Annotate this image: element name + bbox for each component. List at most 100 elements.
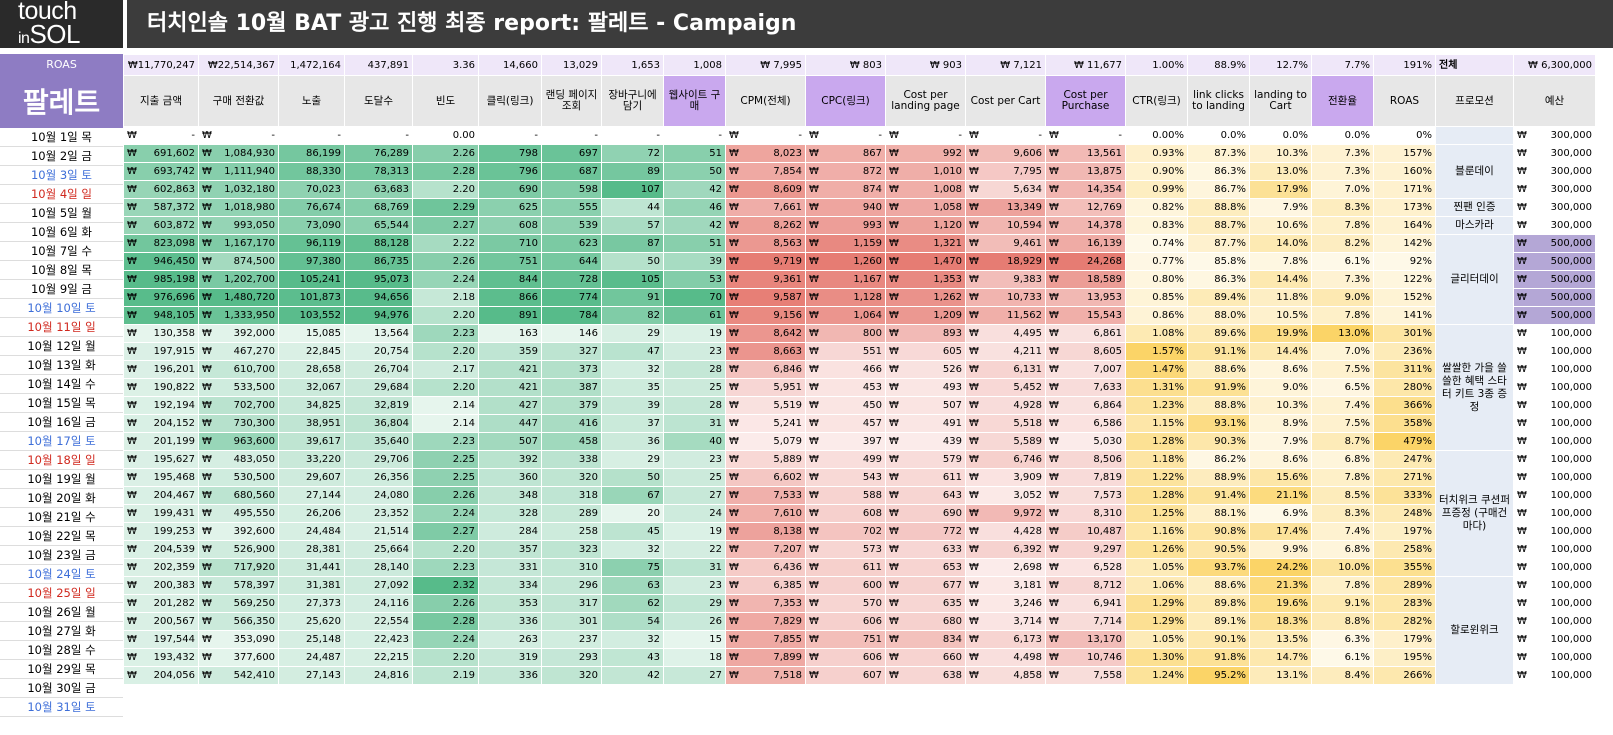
table-cell[interactable]: 8.4%: [1311, 666, 1374, 685]
row-date[interactable]: 10월 21일 수: [0, 508, 123, 527]
table-cell[interactable]: 1.26%: [1125, 540, 1188, 559]
table-cell[interactable]: ₩823,098: [123, 234, 199, 253]
table-cell[interactable]: ₩526,900: [198, 540, 279, 559]
table-cell[interactable]: 258%: [1373, 540, 1436, 559]
table-cell[interactable]: 152%: [1373, 288, 1436, 307]
table-cell[interactable]: 447: [478, 414, 542, 433]
table-cell[interactable]: 348: [478, 486, 542, 505]
table-cell[interactable]: 2.20: [412, 648, 479, 667]
table-cell[interactable]: -: [278, 126, 345, 145]
table-cell[interactable]: 2.26: [412, 594, 479, 613]
table-cell[interactable]: 24,816: [344, 666, 413, 685]
table-cell[interactable]: 90.5%: [1187, 540, 1250, 559]
table-cell[interactable]: 88,330: [278, 162, 345, 181]
table-cell[interactable]: 122%: [1373, 270, 1436, 289]
table-cell[interactable]: 333%: [1373, 486, 1436, 505]
table-cell[interactable]: ₩772: [885, 522, 966, 541]
table-cell[interactable]: 93.7%: [1187, 558, 1250, 577]
table-cell[interactable]: 751: [478, 252, 542, 271]
table-cell[interactable]: ₩690: [885, 504, 966, 523]
table-cell[interactable]: 844: [478, 270, 542, 289]
table-cell[interactable]: ₩4,211: [965, 342, 1046, 361]
table-cell[interactable]: 2.26: [412, 252, 479, 271]
table-cell[interactable]: 2.14: [412, 414, 479, 433]
table-cell[interactable]: ₩353,090: [198, 630, 279, 649]
row-date[interactable]: 10월 4일 일: [0, 185, 123, 204]
table-cell[interactable]: 73,090: [278, 216, 345, 235]
row-date[interactable]: 10월 13일 화: [0, 356, 123, 375]
budget-cell[interactable]: ₩100,000: [1513, 558, 1596, 577]
table-cell[interactable]: 2.27: [412, 522, 479, 541]
table-cell[interactable]: ₩1,111,940: [198, 162, 279, 181]
table-cell[interactable]: 2.23: [412, 324, 479, 343]
table-cell[interactable]: ₩18,589: [1045, 270, 1126, 289]
table-cell[interactable]: 164%: [1373, 216, 1436, 235]
table-cell[interactable]: 1.29%: [1125, 612, 1188, 631]
promotion-cell[interactable]: 터치위크 쿠션퍼프증정 (구매건마다): [1435, 450, 1514, 577]
table-cell[interactable]: 8.5%: [1311, 486, 1374, 505]
table-cell[interactable]: 23,352: [344, 504, 413, 523]
table-cell[interactable]: 1.05%: [1125, 630, 1188, 649]
table-cell[interactable]: ₩1,262: [885, 288, 966, 307]
table-cell[interactable]: ₩569,250: [198, 594, 279, 613]
table-cell[interactable]: 2.25: [412, 450, 479, 469]
budget-cell[interactable]: ₩100,000: [1513, 486, 1596, 505]
budget-cell[interactable]: ₩100,000: [1513, 522, 1596, 541]
table-cell[interactable]: 86,735: [344, 252, 413, 271]
table-cell[interactable]: ₩680,560: [198, 486, 279, 505]
table-cell[interactable]: 32: [601, 360, 664, 379]
table-cell[interactable]: ₩200,383: [123, 576, 199, 595]
table-cell[interactable]: 774: [541, 288, 602, 307]
row-date[interactable]: 10월 29일 목: [0, 660, 123, 679]
table-cell[interactable]: 50: [601, 252, 664, 271]
summary-cell[interactable]: ₩ 903: [885, 54, 966, 76]
table-cell[interactable]: ₩8,563: [725, 234, 806, 253]
table-cell[interactable]: 101,873: [278, 288, 345, 307]
table-cell[interactable]: ₩ -: [725, 126, 806, 145]
table-cell[interactable]: ₩493: [885, 378, 966, 397]
table-cell[interactable]: 18: [663, 648, 726, 667]
column-header[interactable]: 도달수: [344, 75, 413, 127]
table-cell[interactable]: 539: [541, 216, 602, 235]
table-cell[interactable]: 293: [541, 648, 602, 667]
table-cell[interactable]: 25: [663, 378, 726, 397]
table-cell[interactable]: 2.28: [412, 162, 479, 181]
budget-cell[interactable]: ₩100,000: [1513, 324, 1596, 343]
table-cell[interactable]: ₩677: [885, 576, 966, 595]
table-cell[interactable]: ₩ -: [885, 126, 966, 145]
table-cell[interactable]: 2.14: [412, 396, 479, 415]
budget-cell[interactable]: ₩500,000: [1513, 234, 1596, 253]
table-cell[interactable]: 623: [541, 234, 602, 253]
table-cell[interactable]: 82: [601, 306, 664, 325]
table-cell[interactable]: ₩7,714: [1045, 612, 1126, 631]
table-cell[interactable]: 7.3%: [1311, 270, 1374, 289]
table-cell[interactable]: 96,119: [278, 234, 345, 253]
table-cell[interactable]: 62: [601, 594, 664, 613]
table-cell[interactable]: ₩453: [805, 378, 886, 397]
table-cell[interactable]: 87: [601, 234, 664, 253]
promotion-cell[interactable]: 할로윈위크: [1435, 576, 1514, 685]
row-date[interactable]: 10월 27일 화: [0, 622, 123, 641]
table-cell[interactable]: ₩ -: [1045, 126, 1126, 145]
table-cell[interactable]: 40: [663, 432, 726, 451]
table-cell[interactable]: 23: [663, 342, 726, 361]
column-header[interactable]: 노출: [278, 75, 345, 127]
budget-cell[interactable]: ₩100,000: [1513, 612, 1596, 631]
table-cell[interactable]: 87.7%: [1187, 234, 1250, 253]
table-cell[interactable]: 301%: [1373, 324, 1436, 343]
table-cell[interactable]: 310: [541, 558, 602, 577]
table-cell[interactable]: 1.30%: [1125, 648, 1188, 667]
table-cell[interactable]: ₩611: [885, 468, 966, 487]
table-cell[interactable]: 10.6%: [1249, 216, 1312, 235]
table-cell[interactable]: 142%: [1373, 234, 1436, 253]
budget-cell[interactable]: ₩300,000: [1513, 126, 1596, 145]
table-cell[interactable]: ₩5,889: [725, 450, 806, 469]
table-cell[interactable]: ₩491: [885, 414, 966, 433]
table-cell[interactable]: ₩702: [805, 522, 886, 541]
table-cell[interactable]: ₩993: [805, 216, 886, 235]
table-cell[interactable]: 15,085: [278, 324, 345, 343]
table-cell[interactable]: 22: [663, 540, 726, 559]
table-cell[interactable]: ₩608: [805, 504, 886, 523]
table-cell[interactable]: 10.3%: [1249, 144, 1312, 163]
table-cell[interactable]: ₩579: [885, 450, 966, 469]
